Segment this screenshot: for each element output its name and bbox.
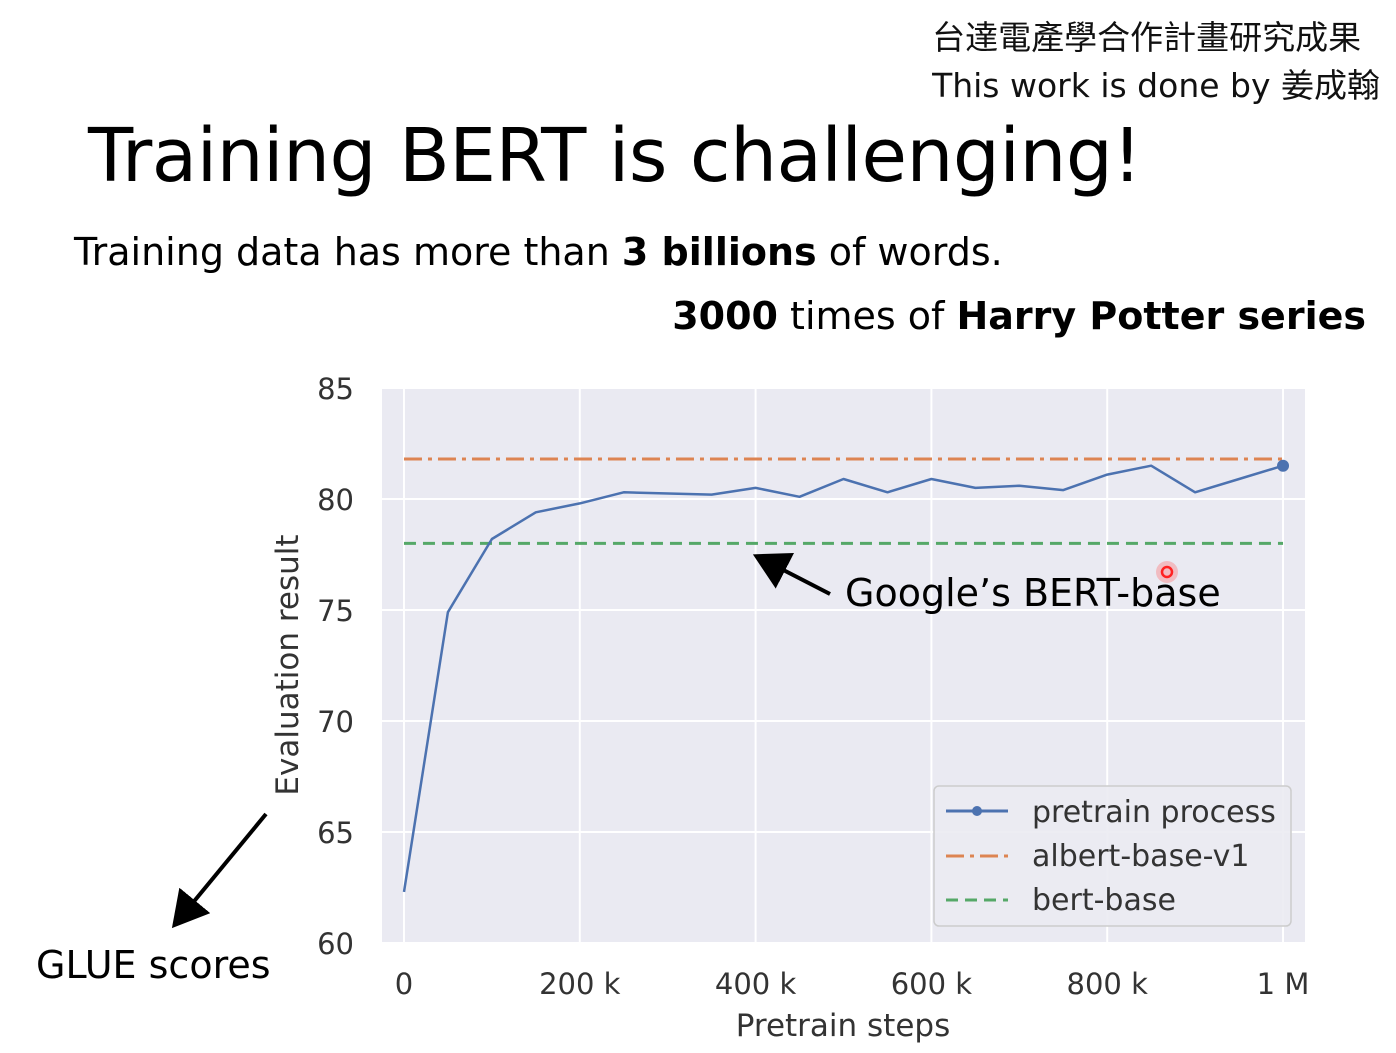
x-tick-label: 600 k — [891, 967, 973, 1001]
fact-line-hp-series: Harry Potter series — [956, 294, 1366, 338]
fact-line-words-pre: Training data has more than — [74, 230, 622, 274]
legend-label-bert: bert-base — [1032, 883, 1176, 918]
fact-line-harry-potter: 3000 times of Harry Potter series — [672, 290, 1366, 342]
reference-lines — [403, 457, 1284, 545]
pretrain-process-line — [402, 464, 1284, 893]
glue-scores-label: GLUE scores — [36, 943, 271, 987]
fact-line-words-bold: 3 billions — [621, 230, 817, 274]
fact-line-hp-mid: times of — [777, 294, 957, 338]
fact-line-hp-number: 3000 — [672, 294, 778, 338]
y-tick-label: 80 — [317, 483, 354, 517]
x-tick-label: 200 k — [539, 967, 621, 1001]
pretrain-point — [1277, 459, 1290, 472]
legend-label-albert: albert-base-v1 — [1032, 839, 1250, 874]
glue-arrow — [171, 812, 268, 929]
cursor-highlight — [1156, 561, 1178, 583]
x-tick-label: 1 M — [1257, 967, 1310, 1001]
legend-marker-pretrain — [972, 806, 982, 816]
credit-block: 台達電產學合作計畫研究成果 This work is done by 姜成翰 — [932, 14, 1380, 110]
y-tick-label: 85 — [317, 372, 354, 406]
fact-line-words: Training data has more than 3 billions o… — [74, 226, 1003, 278]
slide-title: Training BERT is challenging! — [88, 113, 1142, 199]
legend: pretrain process albert-base-v1 bert-bas… — [933, 785, 1292, 927]
y-axis-label: Evaluation result — [270, 534, 306, 795]
credit-line-2: This work is done by 姜成翰 — [932, 66, 1380, 105]
x-tick-label: 800 k — [1067, 967, 1149, 1001]
y-tick-label: 65 — [317, 816, 354, 850]
bert-base-annotation: Google’s BERT-base — [845, 571, 1221, 615]
y-tick-labels: 60 65 70 75 80 85 — [317, 372, 354, 961]
cursor-dot — [1160, 565, 1174, 579]
y-tick-label: 70 — [317, 705, 354, 739]
credit-line-1: 台達電產學合作計畫研究成果 — [932, 18, 1362, 57]
y-tick-label: 60 — [317, 927, 354, 961]
data-points — [1277, 459, 1290, 472]
x-tick-label: 400 k — [715, 967, 797, 1001]
legend-label-pretrain: pretrain process — [1032, 795, 1276, 830]
bert-arrow — [752, 553, 831, 596]
x-tick-labels: 0 200 k 400 k 600 k 800 k 1 M — [395, 967, 1310, 1001]
fact-line-words-post: of words. — [816, 230, 1003, 274]
x-axis-label: Pretrain steps — [736, 1008, 951, 1044]
x-tick-label: 0 — [395, 967, 413, 1001]
legend-box — [933, 785, 1292, 927]
series-lines — [402, 464, 1284, 893]
y-tick-label: 75 — [317, 594, 354, 628]
